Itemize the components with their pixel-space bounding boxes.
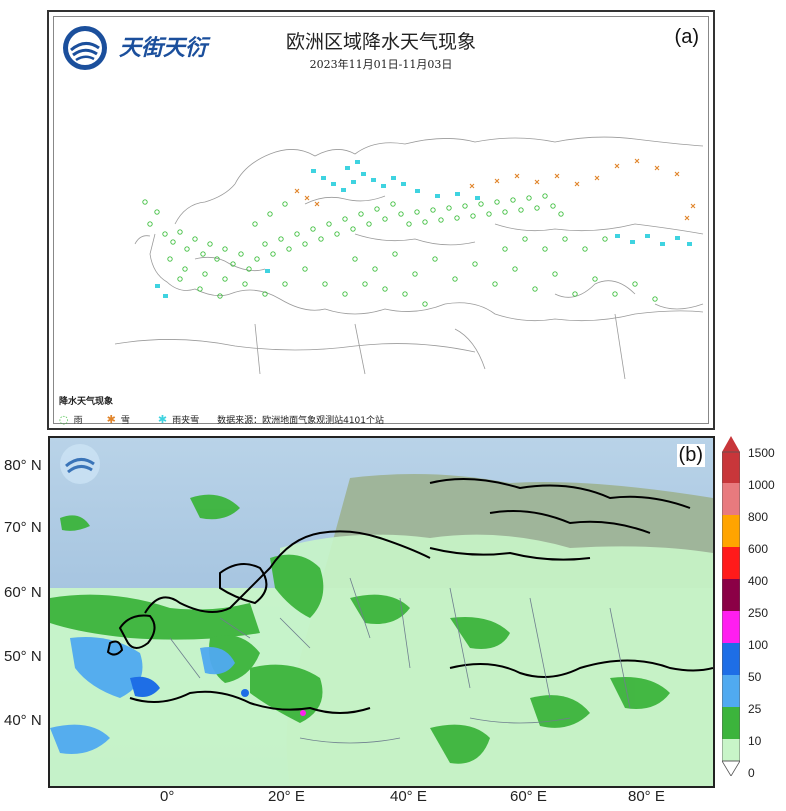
colorbar-label-600: 600 xyxy=(748,542,769,556)
lon-label-0: 0° xyxy=(160,788,175,805)
legend-snow-label: 雪 xyxy=(120,416,130,426)
lon-label-40e: 40° E xyxy=(390,788,427,805)
panel-a-label: (a) xyxy=(674,26,699,48)
legend-items: ◌ 雨 ✱ 雪 ✱ 雨夹雪 数据来源：欧洲地面气象观测站4101个站 xyxy=(59,413,384,426)
colorbar-label-100: 100 xyxy=(748,638,769,652)
accumulated-precip-map-panel: (b) xyxy=(48,436,715,788)
colorbar-label-25: 25 xyxy=(748,702,762,716)
lat-label-40n: 40° N xyxy=(4,712,42,729)
precip-raster-map xyxy=(50,438,713,786)
colorbar-label-250: 250 xyxy=(748,606,769,620)
legend-rain-label: 雨 xyxy=(73,416,83,426)
colorbar-label-800: 800 xyxy=(748,510,769,524)
legend-sleet-label: 雨夹雪 xyxy=(172,416,200,426)
legend-panel-a: 降水天气现象 ◌ 雨 ✱ 雪 ✱ 雨夹雪 数据来源：欧洲地面气象观测站4101个… xyxy=(59,394,384,426)
colorbar-label-1500: 1500 xyxy=(748,446,775,460)
weather-logo-icon xyxy=(63,26,107,70)
panel-a-inner-border xyxy=(53,16,709,424)
snow-symbol-icon: ✱ xyxy=(106,413,116,426)
colorbar-label-50: 50 xyxy=(748,670,762,684)
lat-label-60n: 60° N xyxy=(4,584,42,601)
colorbar-label-1000: 1000 xyxy=(748,478,775,492)
lat-label-80n: 80° N xyxy=(4,457,42,474)
legend-title: 降水天气现象 xyxy=(59,397,114,407)
precip-phenomena-map-panel: 天街天衍 欧洲区域降水天气现象 2023年11月01日-11月03日 (a) xyxy=(47,10,715,430)
lat-label-50n: 50° N xyxy=(4,648,42,665)
data-source-note: 数据来源：欧洲地面气象观测站4101个站 xyxy=(217,416,384,426)
lat-label-70n: 70° N xyxy=(4,519,42,536)
rain-symbol-icon: ◌ xyxy=(59,413,69,426)
brand-name: 天街天衍 xyxy=(119,35,208,61)
lon-label-20e: 20° E xyxy=(268,788,305,805)
sleet-symbol-icon: ✱ xyxy=(157,413,168,426)
colorbar-label-10: 10 xyxy=(748,734,762,748)
lon-label-60e: 60° E xyxy=(510,788,547,805)
colorbar-label-400: 400 xyxy=(748,574,769,588)
panel-b-label: (b) xyxy=(676,444,705,467)
precip-colorbar xyxy=(722,436,740,776)
colorbar-label-0: 0 xyxy=(748,766,755,780)
station-map xyxy=(114,136,704,379)
weather-logo-icon xyxy=(60,444,100,484)
lon-label-80e: 80° E xyxy=(628,788,665,805)
map-date-range: 2023年11月01日-11月03日 xyxy=(309,58,453,71)
map-title: 欧洲区域降水天气现象 xyxy=(285,31,476,53)
